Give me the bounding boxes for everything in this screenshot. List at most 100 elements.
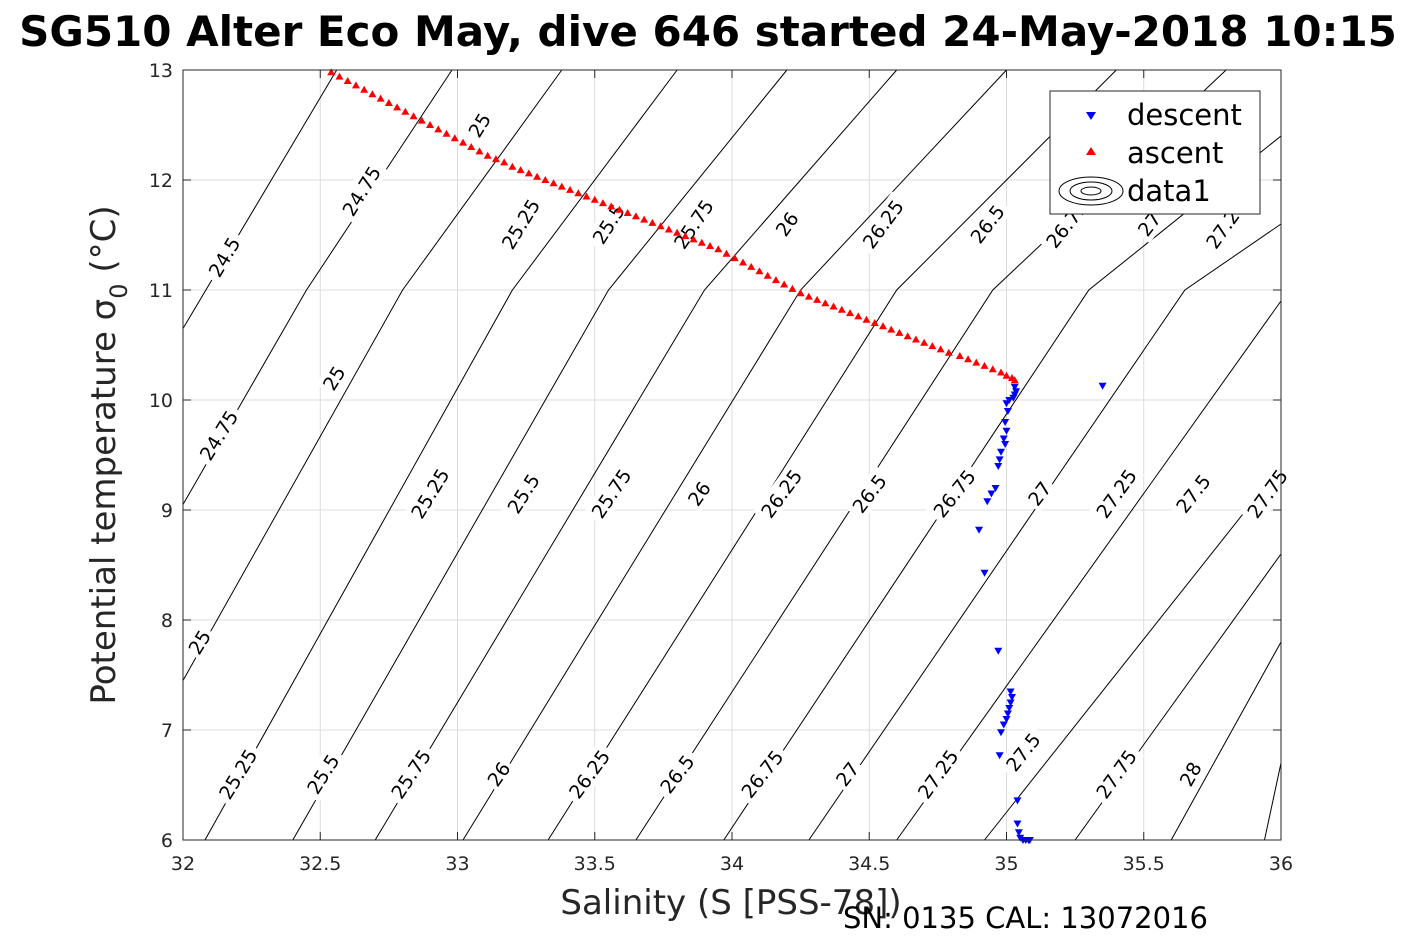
- descent-point: [994, 647, 1003, 655]
- ascent-point: [771, 276, 780, 284]
- ascent-point: [1010, 376, 1019, 384]
- descent-point: [999, 435, 1008, 443]
- x-tick-label: 35: [994, 853, 1018, 875]
- y-axis-ticks: 6 7 8 9 10 11 12 13: [149, 60, 1281, 852]
- ascent-point: [821, 299, 830, 307]
- ascent-point: [804, 292, 813, 300]
- ascent-point: [607, 202, 616, 210]
- descent-point: [997, 729, 1006, 737]
- ascent-point: [541, 176, 550, 183]
- x-tick-label: 35.5: [1123, 853, 1165, 875]
- descent-point: [1003, 408, 1012, 415]
- contour-label-mask: [1020, 474, 1059, 513]
- descent-point: [1002, 427, 1011, 435]
- ascent-point: [780, 280, 789, 288]
- density-contour: [182, 69, 563, 681]
- contour-label-mask: [461, 105, 498, 145]
- legend: descent ascent data1: [1049, 90, 1261, 215]
- contour-label-mask: [828, 754, 866, 794]
- ascent-point: [508, 162, 517, 170]
- descent-point: [1009, 394, 1018, 402]
- x-axis-ticks: 32 32.5 33 33.5 34 34.5 35 35.5 36: [171, 70, 1293, 875]
- ascent-point: [648, 218, 657, 226]
- contour-label-mask: [1088, 741, 1145, 807]
- ascent-point: [870, 319, 879, 326]
- contour-label-mask: [181, 622, 218, 662]
- descent-point: [1007, 694, 1016, 701]
- ascent-point: [426, 121, 435, 128]
- ascent-point: [988, 365, 997, 373]
- contour-label-mask: [191, 402, 246, 469]
- descent-point: [1013, 797, 1022, 805]
- ascent-point: [566, 185, 575, 193]
- descent-point: [1002, 716, 1011, 723]
- y-tick-label: 8: [161, 610, 173, 632]
- descent-point: [995, 752, 1004, 760]
- contour-label-mask: [768, 204, 806, 244]
- y-axis-label-main: Potential temperature σ: [84, 299, 124, 705]
- ascent-point: [955, 352, 964, 359]
- ascent-point: [368, 90, 377, 98]
- ascent-point: [928, 342, 937, 350]
- ascent-point: [936, 345, 945, 353]
- contour-label-mask: [997, 724, 1049, 780]
- contour-label-mask: [1088, 460, 1145, 527]
- ascent-point: [846, 309, 855, 317]
- contour-label-mask: [1167, 465, 1219, 522]
- ascent-point: [467, 143, 476, 150]
- ascent-point: [500, 158, 509, 166]
- ascent-point: [343, 77, 352, 84]
- ascent-point: [327, 68, 336, 76]
- ascent-point: [549, 179, 558, 187]
- ascent-point: [450, 134, 459, 142]
- contour-label-mask: [560, 741, 618, 807]
- ascent-point: [697, 238, 706, 246]
- ascent-point: [590, 195, 599, 203]
- ascent-point: [393, 103, 402, 111]
- density-contour: [204, 69, 678, 841]
- descent-point: [1098, 382, 1107, 390]
- density-contour: [896, 300, 1282, 841]
- density-contour: [182, 69, 338, 329]
- serial-calibration-info: SN: 0135 CAL: 13072016: [843, 901, 1208, 935]
- ascent-point: [664, 225, 673, 233]
- legend-descent-marker: [1086, 112, 1096, 120]
- contour-label-mask: [315, 358, 353, 398]
- contour-label-mask: [334, 157, 389, 225]
- ascent-point: [656, 222, 665, 230]
- descent-point: [995, 456, 1004, 464]
- ascent-point: [895, 328, 904, 336]
- contour-label-mask: [753, 461, 810, 526]
- ascent-point: [854, 312, 863, 320]
- ascent-point: [920, 338, 929, 346]
- descent-point: [1003, 710, 1012, 718]
- descent-point: [999, 721, 1008, 729]
- x-tick-label: 34: [720, 853, 744, 875]
- contour-label-mask: [733, 741, 792, 807]
- y-axis-label-unit: (°C): [84, 205, 124, 283]
- x-tick-label: 34.5: [848, 853, 890, 875]
- contour-label-mask: [680, 474, 718, 513]
- ascent-point: [689, 235, 698, 243]
- ascent-point: [442, 129, 451, 137]
- contour-label-mask: [651, 746, 703, 802]
- y-tick-label: 10: [149, 390, 173, 412]
- y-tick-label: 12: [149, 170, 173, 192]
- ascent-point: [837, 305, 846, 313]
- ascent-point: [980, 361, 989, 369]
- legend-ascent-label: ascent: [1127, 136, 1223, 170]
- contour-label-mask: [493, 190, 548, 258]
- descent-point: [1010, 383, 1019, 391]
- ascent-point: [623, 209, 632, 216]
- ascent-point: [360, 85, 369, 93]
- contour-label-mask: [499, 465, 548, 522]
- ascent-point: [903, 332, 912, 340]
- ascent-point: [384, 99, 393, 106]
- ascent-point: [681, 232, 690, 240]
- y-tick-label: 13: [149, 60, 173, 82]
- ascent-point: [376, 94, 385, 102]
- contour-label-mask: [583, 460, 639, 527]
- descent-point: [975, 526, 984, 534]
- contour-label-mask: [854, 191, 912, 257]
